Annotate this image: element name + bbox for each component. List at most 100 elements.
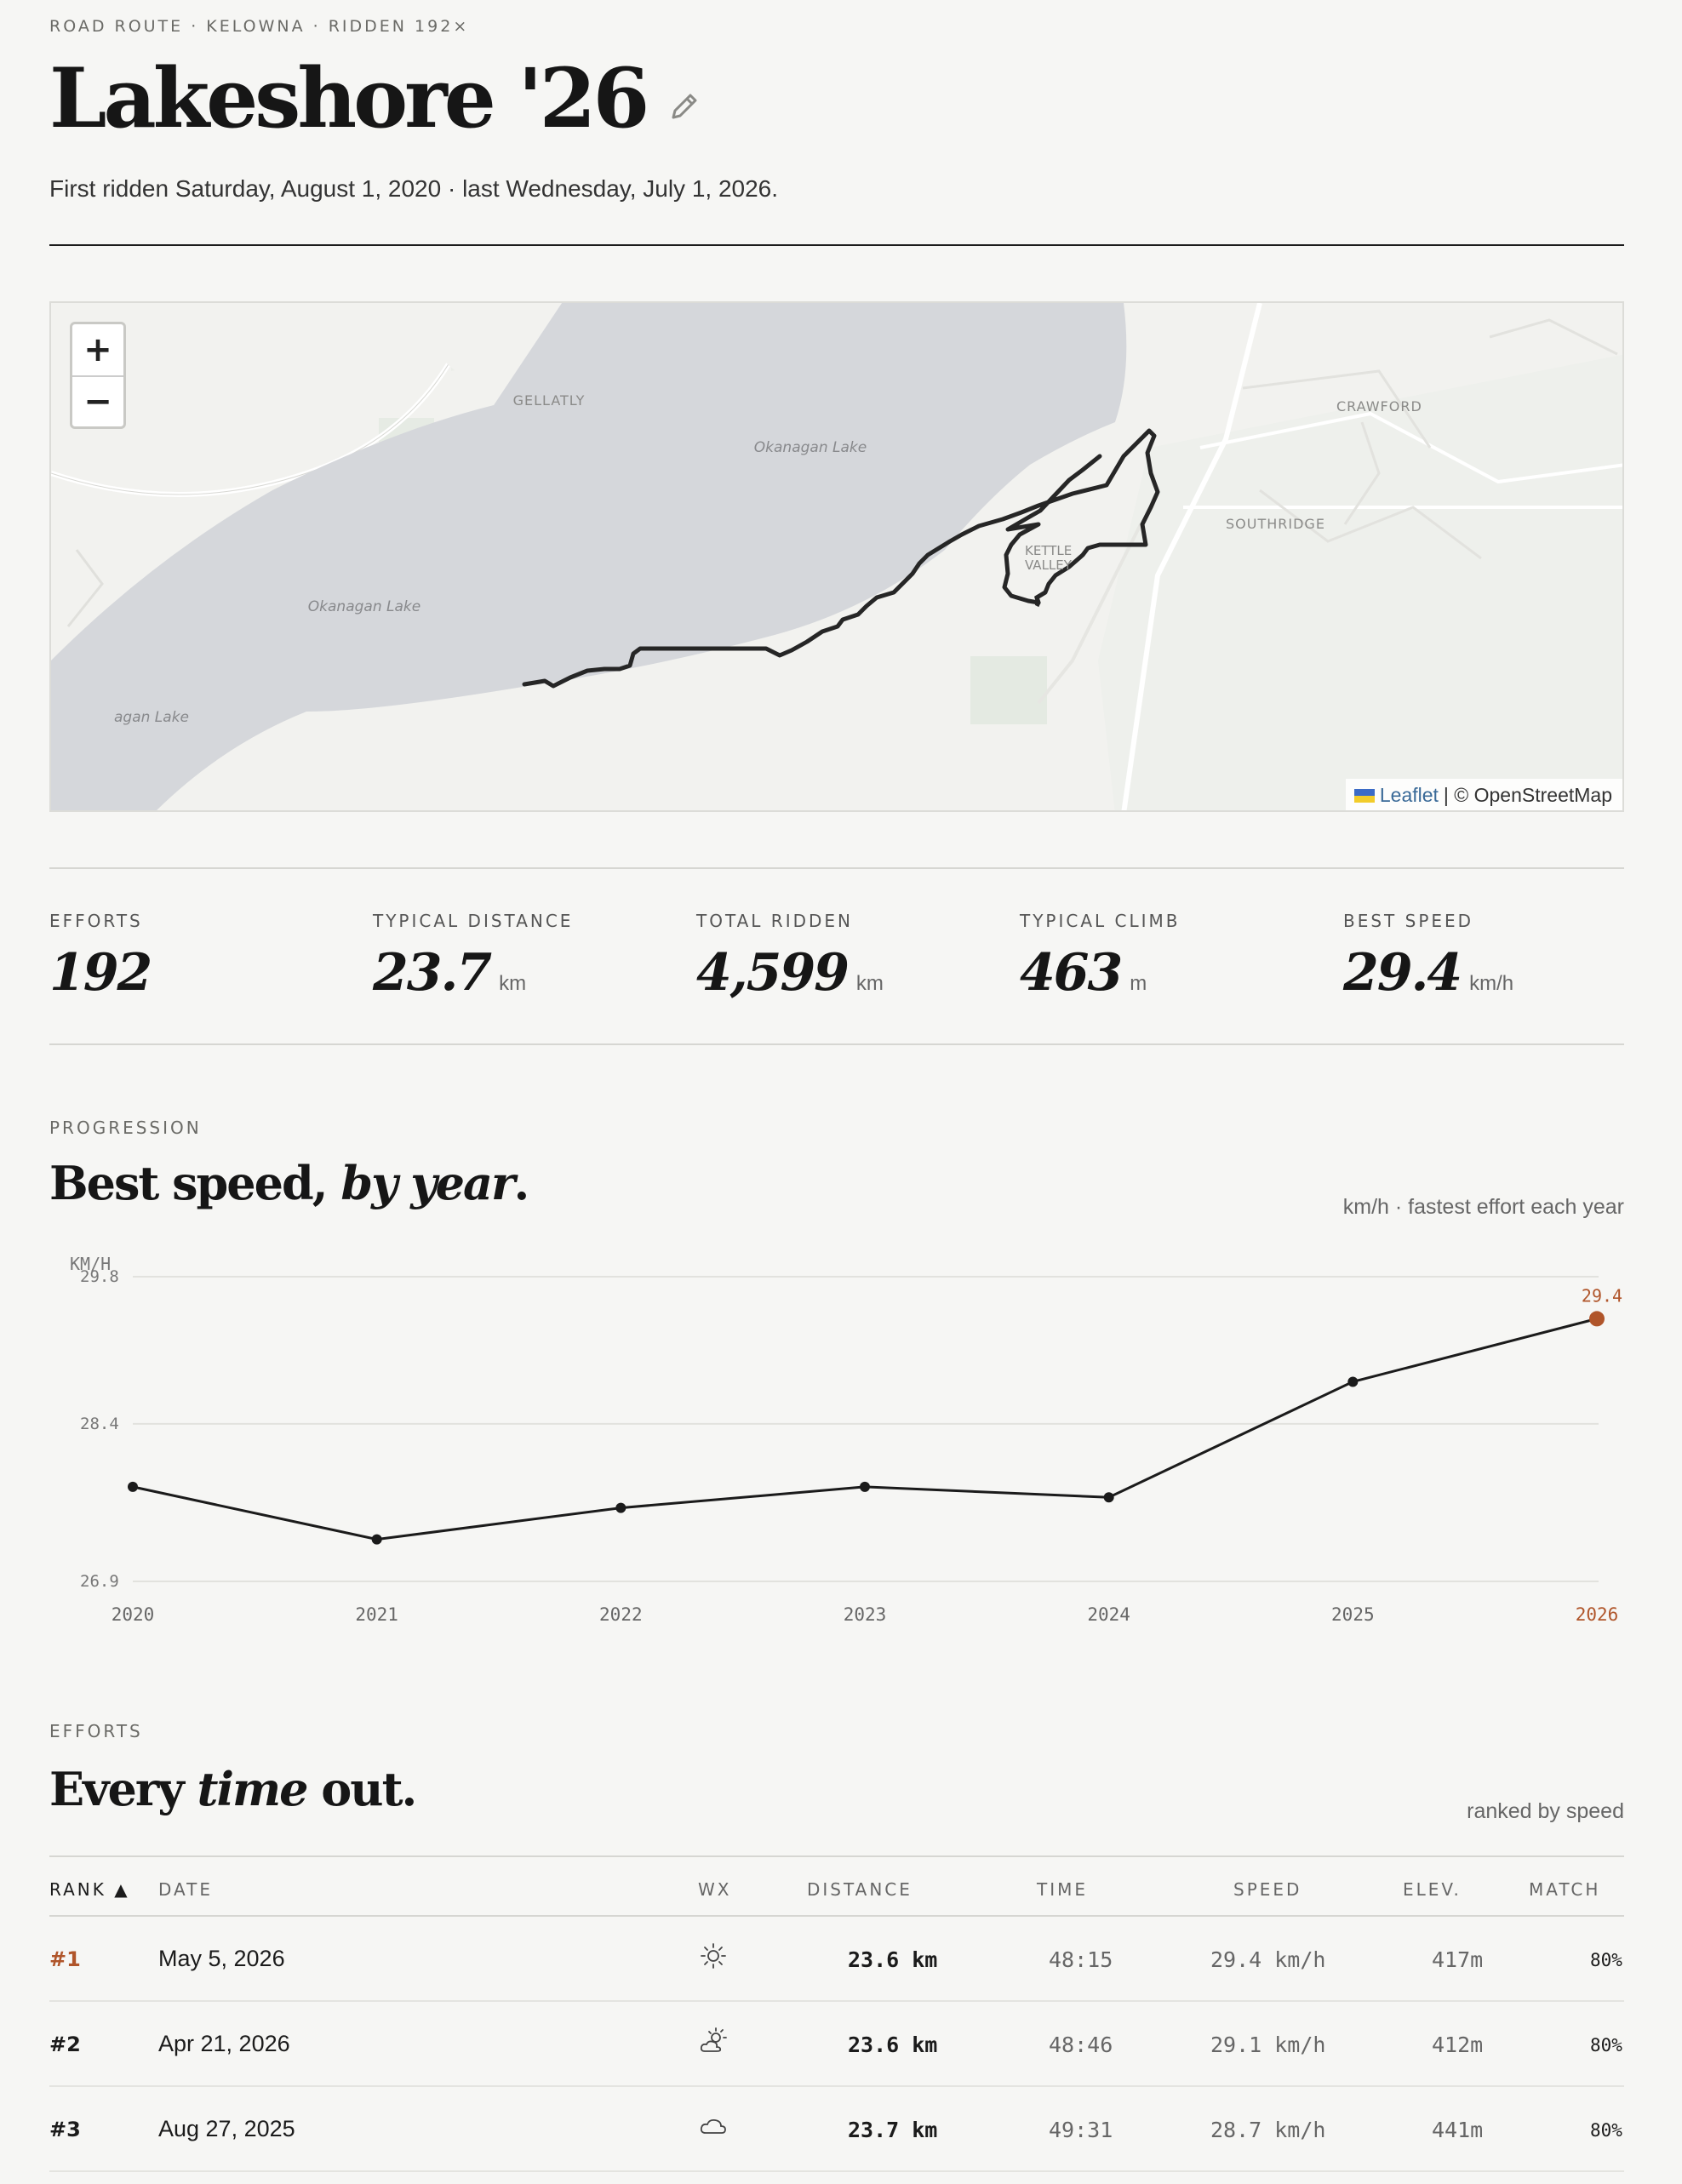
speed-cell: 28.7 km/h	[1210, 2118, 1326, 2142]
efforts-table: RANK ▲ DATE WX DISTANCE TIME SPEED ELEV.…	[49, 1855, 1624, 2172]
table-row[interactable]: #1 May 5, 2026 23.6 km 48:15 29.4 km/h 4…	[49, 1917, 1624, 2002]
route-line	[522, 428, 1160, 689]
column-header-distance[interactable]: DISTANCE	[807, 1879, 913, 1900]
header-divider	[49, 244, 1624, 246]
x-tick-label: 2021	[355, 1604, 398, 1625]
column-header-date[interactable]: DATE	[158, 1879, 214, 1900]
elev-cell: 441m	[1432, 2118, 1484, 2142]
data-point	[128, 1481, 138, 1492]
column-header-rank[interactable]: RANK ▲	[49, 1879, 130, 1900]
efforts-title: Every time out.	[49, 1762, 417, 1816]
map-label-southridge: SOUTHRIDGE	[1226, 516, 1325, 532]
match-cell: 80%	[1590, 1950, 1622, 1970]
x-tick-label: 2020	[112, 1604, 155, 1625]
stat-label: TYPICAL CLIMB	[1020, 911, 1181, 931]
data-point	[860, 1481, 870, 1492]
stat-label: EFFORTS	[49, 911, 143, 931]
x-tick-label: 2026	[1576, 1604, 1619, 1625]
data-point	[615, 1502, 626, 1513]
stat-typical-climb: TYPICAL CLIMB 463 m	[1020, 911, 1181, 1003]
stat-total-ridden: TOTAL RIDDEN 4,599 km	[696, 911, 884, 1003]
route-map[interactable]: GELLATLY Okanagan Lake Okanagan Lake aga…	[49, 301, 1624, 812]
map-attribution: Leaflet | © OpenStreetMap	[1345, 779, 1622, 810]
stats-top-divider	[49, 867, 1624, 869]
rank-cell: #2	[49, 2032, 81, 2056]
stat-label: BEST SPEED	[1343, 911, 1474, 931]
x-tick-label: 2025	[1331, 1604, 1375, 1625]
x-tick-label: 2023	[844, 1604, 887, 1625]
progression-kicker: PROGRESSION	[49, 1118, 202, 1138]
column-header-match[interactable]: MATCH	[1529, 1879, 1601, 1900]
stat-unit: km	[855, 972, 884, 995]
map-label-valley: VALLEY	[1025, 557, 1073, 573]
map-label-gellatly: GELLATLY	[513, 392, 586, 409]
rank-cell: #3	[49, 2118, 81, 2141]
zoom-in-button[interactable]: +	[83, 330, 112, 369]
stat-efforts: EFFORTS 192	[49, 911, 152, 1003]
distance-cell: 23.7 km	[848, 2118, 938, 2142]
zoom-out-button[interactable]: −	[72, 375, 123, 426]
sun-icon	[701, 1943, 726, 1969]
best-speed-chart: KM/H29.8 28.4 26.9 29.4 2020 2021 2022 2023 2024…	[70, 1254, 1622, 1625]
y-axis-label: KM/H	[70, 1254, 111, 1274]
progression-note: km/h · fastest effort each year	[1342, 1195, 1624, 1219]
column-header-elev[interactable]: ELEV.	[1403, 1879, 1462, 1900]
x-tick-label: 2022	[599, 1604, 643, 1625]
map-label-crawford: CRAWFORD	[1336, 398, 1422, 415]
date-cell: May 5, 2026	[158, 1946, 285, 1971]
time-cell: 48:46	[1049, 2032, 1113, 2057]
osm-attribution[interactable]: | © OpenStreetMap	[1443, 784, 1612, 806]
stat-value: 29.4	[1343, 943, 1462, 1003]
match-cell: 80%	[1590, 2120, 1622, 2141]
x-tick-label: 2024	[1087, 1604, 1130, 1625]
map-label-lake: agan Lake	[114, 709, 189, 726]
stat-label: TYPICAL DISTANCE	[373, 911, 574, 931]
map-label-lake: Okanagan Lake	[308, 598, 420, 615]
stats-bottom-divider	[49, 1043, 1624, 1045]
stat-value: 23.7	[373, 943, 492, 1003]
speed-cell: 29.4 km/h	[1210, 1947, 1326, 1972]
stat-value: 192	[49, 943, 152, 1003]
data-point	[1103, 1492, 1114, 1503]
table-row[interactable]: #3 Aug 27, 2025 23.7 km 49:31 28.7 km/h …	[49, 2087, 1624, 2172]
stat-unit: m	[1130, 972, 1147, 995]
map-tiles: GELLATLY Okanagan Lake Okanagan Lake aga…	[51, 303, 1622, 810]
leaflet-link[interactable]: Leaflet	[1379, 784, 1439, 806]
speed-cell: 29.1 km/h	[1210, 2032, 1326, 2057]
partly-sunny-icon	[700, 2027, 727, 2052]
date-cell: Aug 27, 2025	[158, 2116, 295, 2141]
stat-value: 463	[1020, 943, 1123, 1003]
column-header-speed[interactable]: SPEED	[1233, 1879, 1302, 1900]
y-tick-label: 28.4	[80, 1415, 119, 1433]
efforts-kicker: EFFORTS	[49, 1721, 143, 1741]
time-cell: 49:31	[1049, 2118, 1113, 2142]
match-cell: 80%	[1590, 2035, 1622, 2055]
title-row: Lakeshore '26	[49, 58, 702, 140]
page-title: Lakeshore '26	[49, 50, 649, 146]
stat-value: 4,599	[696, 943, 850, 1003]
series-line	[132, 1317, 1598, 1541]
elev-cell: 417m	[1432, 1947, 1484, 1972]
stat-typical-distance: TYPICAL DISTANCE 23.7 km	[373, 911, 573, 1003]
rank-cell: #1	[49, 1947, 81, 1971]
stat-best-speed: BEST SPEED 29.4 km/h	[1343, 911, 1513, 1003]
data-label: 29.4	[1582, 1285, 1622, 1306]
cloud-icon	[700, 2118, 726, 2134]
map-label-kettle: KETTLE	[1025, 543, 1072, 558]
date-cell: Apr 21, 2026	[158, 2031, 290, 2056]
table-header: RANK ▲ DATE WX DISTANCE TIME SPEED ELEV.…	[49, 1855, 1624, 1917]
stat-unit: km/h	[1469, 972, 1514, 995]
progression-title: Best speed, by year.	[49, 1156, 529, 1210]
zoom-control: + −	[70, 322, 126, 429]
column-header-time[interactable]: TIME	[1037, 1879, 1089, 1900]
table-row[interactable]: #2 Apr 21, 2026 23.6 km 48:46 29.1 km/h …	[49, 2002, 1624, 2087]
stat-unit: km	[499, 972, 527, 995]
stat-label: TOTAL RIDDEN	[696, 911, 853, 931]
y-tick-label: 29.8	[80, 1267, 119, 1286]
ride-date-range: First ridden Saturday, August 1, 2020 · …	[49, 175, 779, 202]
column-header-wx[interactable]: WX	[698, 1879, 732, 1900]
pencil-icon[interactable]	[667, 89, 702, 124]
time-cell: 48:15	[1049, 1947, 1113, 1972]
distance-cell: 23.6 km	[848, 2032, 938, 2057]
efforts-note: ranked by speed	[1467, 1799, 1624, 1823]
